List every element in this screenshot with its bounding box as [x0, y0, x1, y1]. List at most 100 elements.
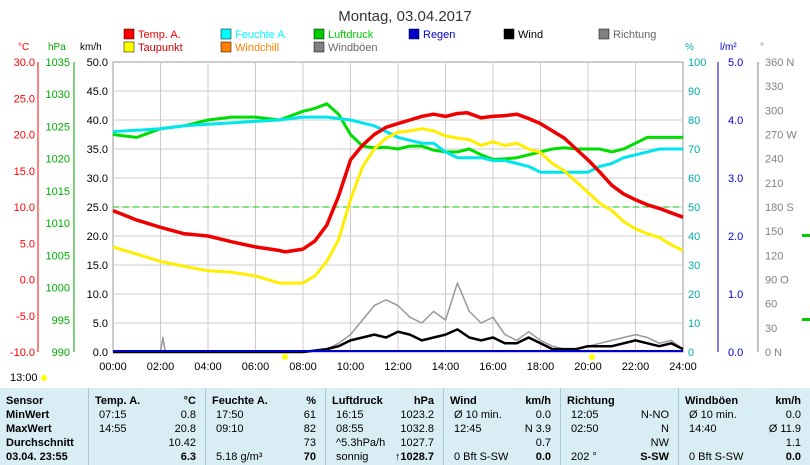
stats-cell-value: Ø 11.9: [768, 423, 801, 435]
x-tick: 06:00: [242, 361, 270, 373]
legend-label-6: Regen: [423, 29, 455, 41]
temp-axis-tick: -5.0: [16, 311, 35, 323]
humidity-axis-tick: 50: [688, 202, 700, 214]
rain-axis-tick: 5.0: [728, 57, 743, 69]
x-tick: 14:00: [432, 361, 460, 373]
pressure-axis-tick: 1000: [46, 283, 70, 295]
pressure-axis-tick: 1005: [46, 250, 70, 262]
temp-axis-tick: 10.0: [14, 202, 35, 214]
stats-cell-value: 70: [303, 451, 316, 463]
x-tick: 18:00: [527, 361, 555, 373]
legend-swatch-1: [123, 41, 135, 53]
wind-axis-tick: 40.0: [87, 115, 108, 127]
legend-label-4: Luftdruck: [328, 29, 374, 41]
temp-axis-tick: 20.0: [14, 130, 35, 142]
wind-axis-tick: 50.0: [87, 57, 108, 69]
stats-column-unit: km/h: [525, 395, 551, 407]
legend: Temp. A.Taupunkt Feuchte A.Windchill Luftd…: [123, 28, 656, 54]
x-tick: 22:00: [622, 361, 650, 373]
stats-cell-value: 6.3: [180, 451, 196, 463]
humidity-axis-unit: %: [685, 42, 694, 53]
rain-axis-tick: 2.0: [728, 231, 743, 243]
x-marker-dot-2: [589, 354, 595, 360]
legend-swatch-3: [220, 41, 232, 53]
stats-column: Sensor MinWert MaxWert Durchschnitt 03.04. 2…: [0, 388, 88, 465]
stats-cell-value: 0.0: [535, 409, 551, 421]
stats-cell-value: NW: [650, 437, 669, 449]
rain-axis-tick: 4.0: [728, 115, 743, 127]
stats-cell-label: 09:10: [216, 423, 244, 435]
humidity-axis-tick: 100: [688, 57, 706, 69]
stats-cell-label: 14:55: [99, 423, 127, 435]
stats-row-label: Durchschnitt: [6, 437, 74, 449]
stats-column: Temp. A. °C 07:15 0.8 14:55 20.8 10.42 6.3: [88, 388, 206, 465]
stats-cell-value: 0.7: [535, 437, 551, 449]
stats-column-title: Wind: [450, 395, 477, 407]
temp-axis-tick: 30.0: [14, 57, 35, 69]
pressure-axis-tick: 1010: [46, 218, 70, 230]
wind-axis-tick: 0.0: [93, 347, 108, 359]
direction-axis-tick: 360 N: [765, 57, 794, 69]
legend-swatch-8: [598, 28, 610, 40]
stats-cell-value: 73: [303, 437, 316, 449]
direction-axis-tick: 60: [765, 299, 777, 311]
stats-column-unit: %: [306, 395, 316, 407]
humidity-axis-tick: 60: [688, 173, 700, 185]
chart-title: Montag, 03.04.2017: [338, 8, 471, 25]
series-wind: [113, 328, 684, 354]
legend-swatch-7: [503, 28, 515, 40]
series-feuchte-a-: [112, 115, 683, 174]
temp-axis-tick: 5.0: [20, 238, 35, 250]
direction-axis-tick: 120: [765, 250, 783, 262]
direction-axis-tick: 210: [765, 178, 783, 190]
current-time-label: 13:00: [10, 372, 38, 384]
series-temp-a-: [112, 111, 684, 254]
pressure-axis-tick: 1035: [46, 57, 70, 69]
stats-cell-value: 0.8: [180, 409, 196, 421]
temp-axis-tick: 25.0: [14, 93, 35, 105]
legend-swatch-5: [313, 41, 325, 53]
series-layer: [112, 102, 684, 354]
rain-axis-unit: l/m²: [720, 42, 737, 53]
humidity-axis-tick: 10: [688, 318, 700, 330]
wind-axis-tick: 15.0: [87, 260, 108, 272]
stats-cell-label: Ø 10 min.: [689, 409, 737, 421]
temp-axis-tick: -10.0: [10, 347, 35, 359]
legend-swatch-4: [313, 28, 325, 40]
legend-label-3: Windchill: [235, 42, 279, 54]
humidity-axis-tick: 40: [688, 231, 700, 243]
direction-axis-tick: 150: [765, 226, 783, 238]
statistics-table: Sensor MinWert MaxWert Durchschnitt 03.04. 2…: [0, 388, 810, 465]
stats-cell-value: N-NO: [640, 409, 669, 421]
stats-cell-label: 0 Bft S-SW: [454, 451, 509, 463]
stats-cell-value: 1032.8: [400, 423, 434, 435]
legend-swatch-2: [220, 28, 232, 40]
wind-axis-tick: 20.0: [87, 231, 108, 243]
x-tick: 12:00: [384, 361, 412, 373]
humidity-axis-tick: 20: [688, 289, 700, 301]
stats-cell-value: N 3.9: [524, 423, 551, 435]
stats-cell-value: 10.42: [168, 437, 196, 449]
stats-cell-label: 14:40: [689, 423, 717, 435]
stats-cell-label: 0 Bft S-SW: [689, 451, 744, 463]
direction-axis-tick: 270 W: [765, 130, 797, 142]
pressure-axis-tick: 1020: [46, 154, 70, 166]
stats-cell-label: 16:15: [336, 409, 364, 421]
current-time-dot: [41, 375, 47, 381]
pressure-axis-tick: 1030: [46, 89, 70, 101]
wind-axis-tick: 25.0: [87, 202, 108, 214]
stats-cell-value: 1023.2: [400, 409, 434, 421]
weather-chart: Montag, 03.04.2017 Temp. A.Taupunkt Feuch…: [10, 8, 810, 384]
stats-cell-value: 20.8: [174, 423, 196, 435]
stats-row-label: 03.04. 23:55: [6, 451, 68, 463]
stats-cell-value: S-SW: [640, 451, 669, 463]
legend-label-5: Windböen: [328, 42, 378, 54]
stats-cell-value: 61: [303, 409, 316, 421]
stats-column: Windböen km/h Ø 10 min. 0.0 14:40 Ø 11.9 1.1 0 …: [678, 388, 810, 465]
direction-axis-tick: 330: [765, 81, 783, 93]
direction-axis-tick: 240: [765, 154, 783, 166]
x-tick: 10:00: [337, 361, 365, 373]
stats-cell-value: 1027.7: [400, 437, 434, 449]
wind-axis-tick: 45.0: [87, 86, 108, 98]
stats-cell-label: 17:50: [216, 409, 244, 421]
